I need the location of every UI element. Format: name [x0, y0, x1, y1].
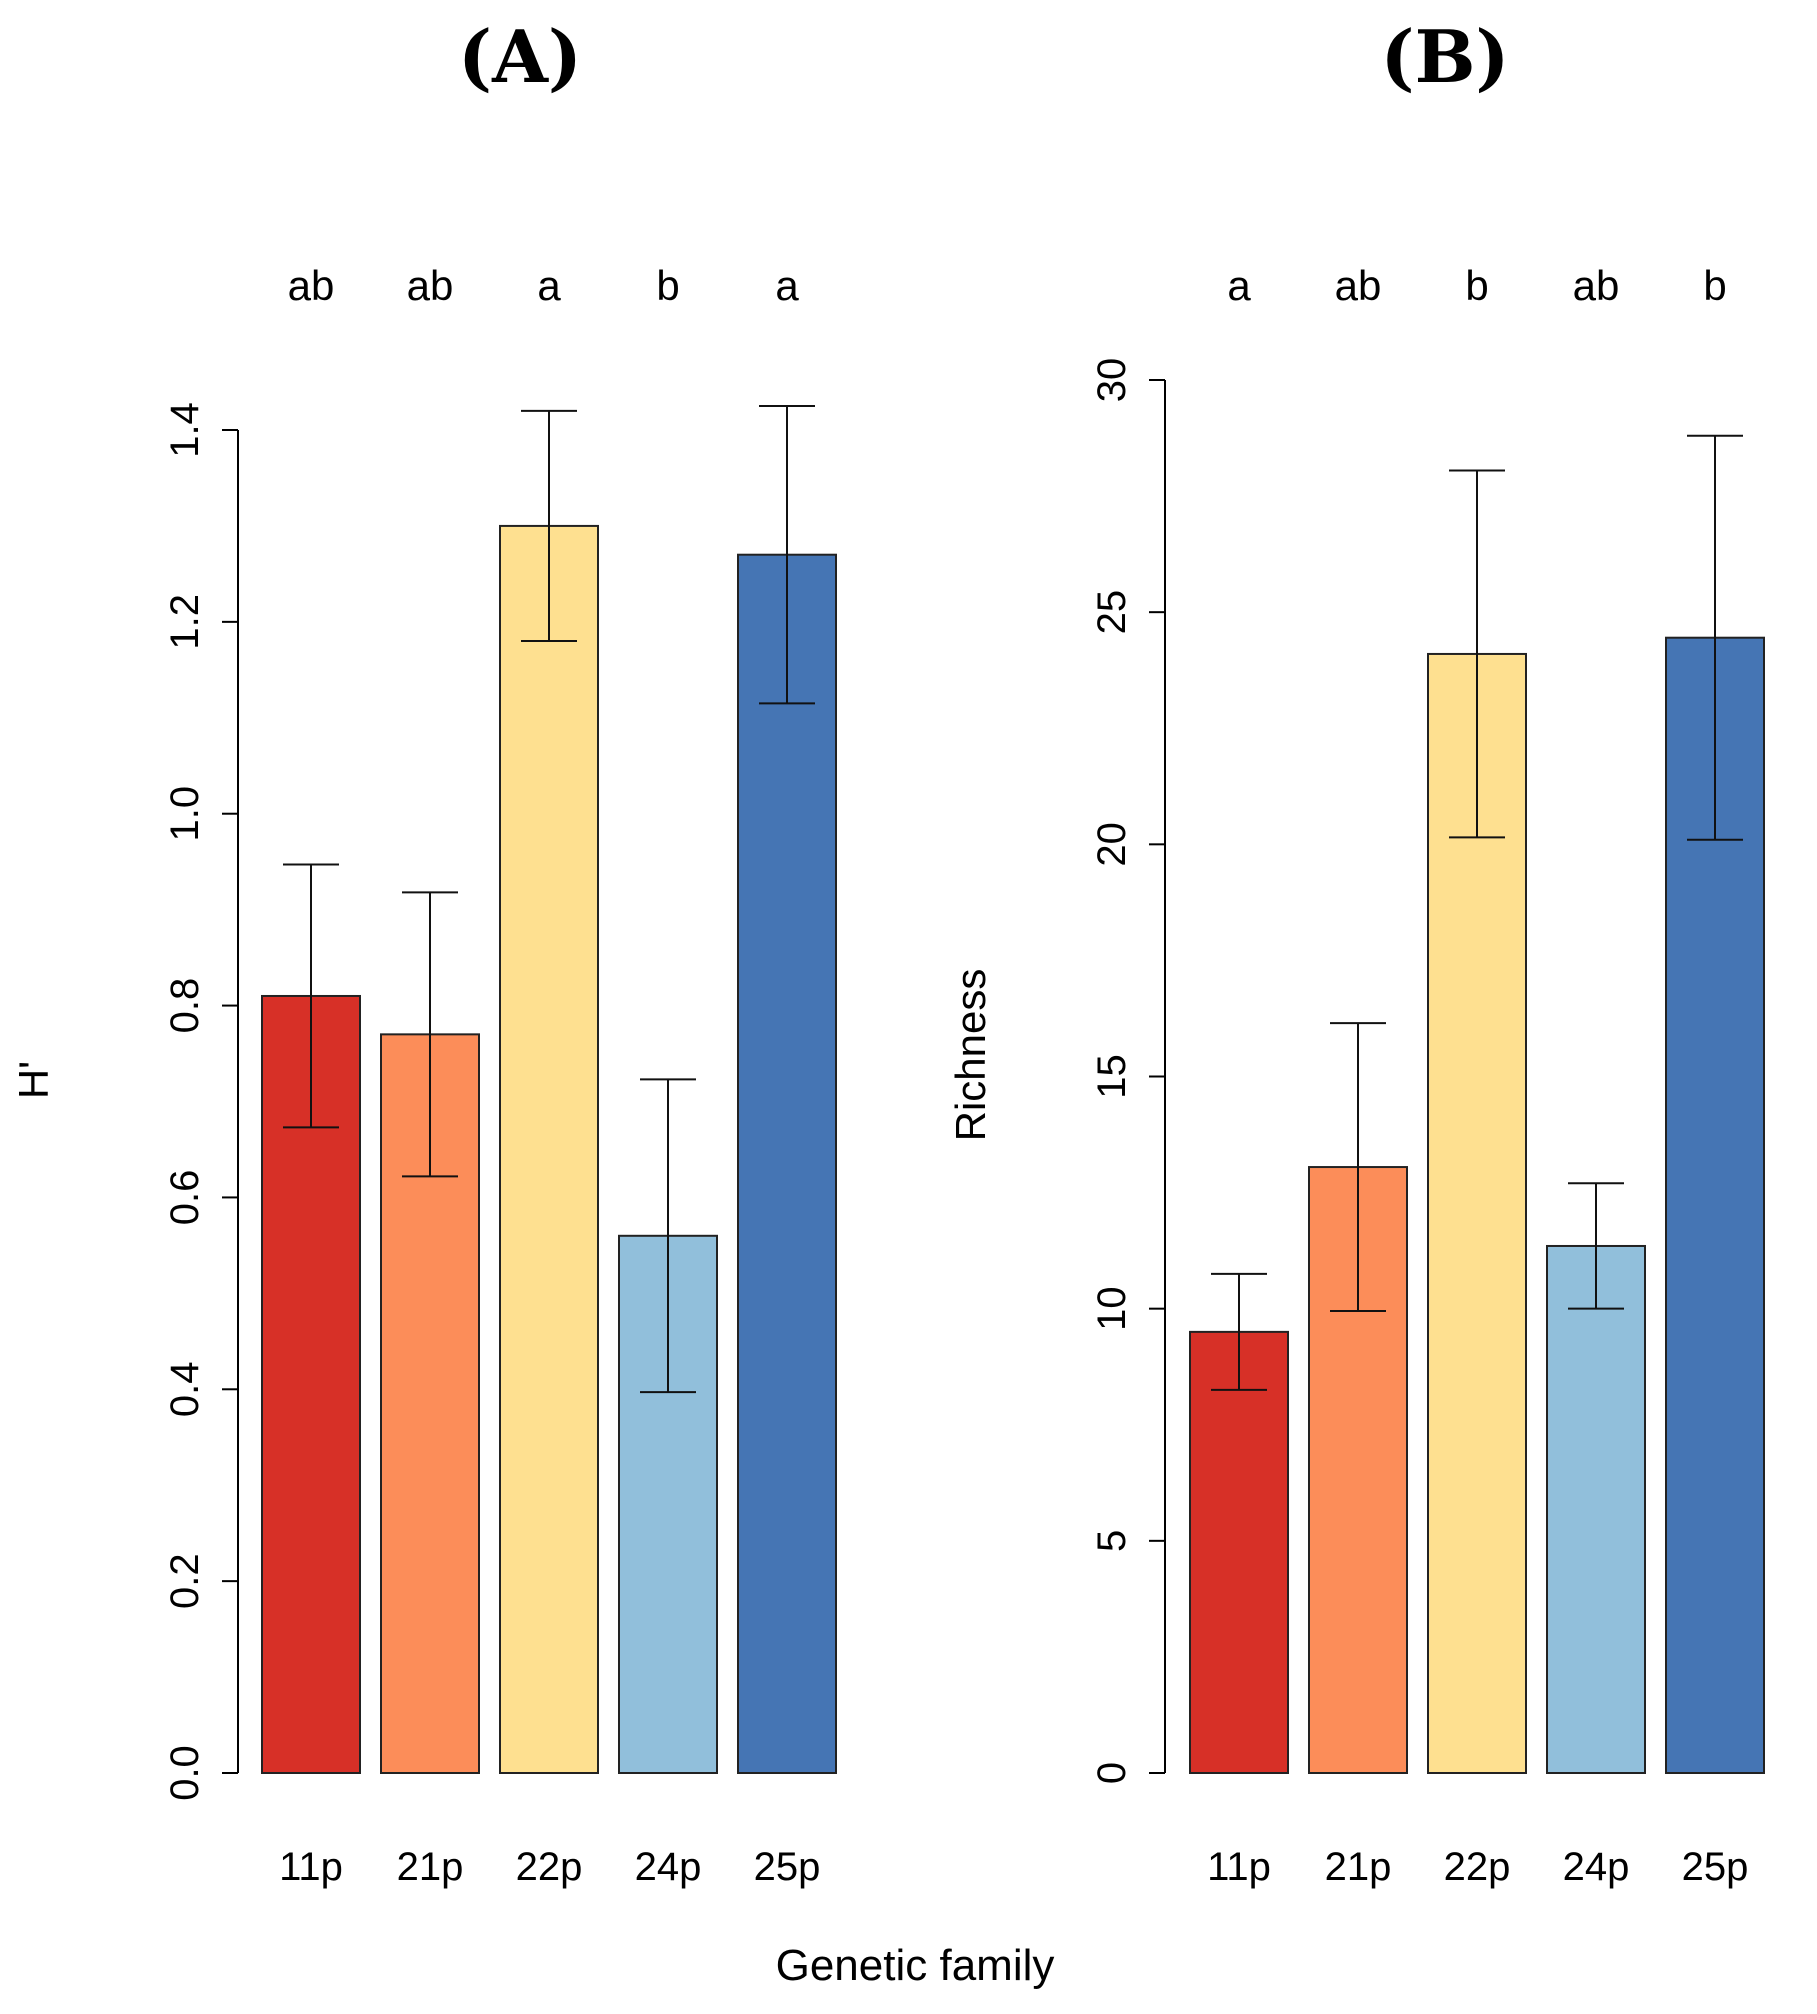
- x-category-label-25p: 25p: [754, 1845, 821, 1889]
- significance-letter-24p: b: [656, 262, 679, 309]
- y-tick-label: 0: [1090, 1762, 1134, 1784]
- significance-letter-21p: ab: [1335, 262, 1382, 309]
- bar-25p: [737, 553, 837, 1774]
- bar-11p: [1189, 1330, 1289, 1774]
- y-tick-label: 25: [1090, 590, 1134, 635]
- y-tick-label: 1.0: [163, 786, 207, 842]
- y-tick-label: 0.2: [163, 1553, 207, 1609]
- significance-letter-24p: ab: [1573, 262, 1620, 309]
- x-category-label-21p: 21p: [397, 1845, 464, 1889]
- x-axis-title: Genetic family: [776, 1941, 1055, 1990]
- y-tick-label: 0.4: [163, 1361, 207, 1417]
- significance-letter-21p: ab: [407, 262, 454, 309]
- x-category-label-11p: 11p: [279, 1845, 343, 1889]
- panel-a-label: (A): [458, 14, 582, 99]
- panel-a: (A)0.00.20.40.60.81.01.21.4H'ab11pab21pa…: [10, 14, 837, 1889]
- x-category-label-24p: 24p: [1563, 1845, 1630, 1889]
- panel-b: (B) 0 5 10 15 20 25 30 Richness a 11p ab 21p b 22p ab 24…: [947, 14, 1765, 1889]
- significance-letter-25p: b: [1703, 262, 1726, 309]
- bar-24p: [1546, 1244, 1646, 1774]
- y-tick-label: 1.4: [163, 402, 207, 458]
- y-tick-label: 20: [1090, 822, 1134, 867]
- x-category-label-24p: 24p: [635, 1845, 702, 1889]
- y-tick-label: 0.6: [163, 1170, 207, 1226]
- significance-letter-22p: a: [537, 262, 561, 309]
- bar-22p: [1427, 652, 1527, 1774]
- bar-22p: [499, 524, 599, 1774]
- panel-b-label: (B): [1381, 14, 1510, 99]
- x-category-label-22p: 22p: [516, 1845, 583, 1889]
- y-axis-title: Richness: [947, 969, 994, 1142]
- significance-letter-11p: ab: [288, 262, 335, 309]
- x-category-label-21p: 21p: [1325, 1845, 1392, 1889]
- y-tick-label: 15: [1090, 1054, 1134, 1099]
- significance-letter-11p: a: [1227, 262, 1251, 309]
- x-category-label-25p: 25p: [1682, 1845, 1749, 1889]
- x-category-label-11p: 11p: [1207, 1845, 1271, 1889]
- significance-letter-25p: a: [775, 262, 799, 309]
- y-tick-label: 0.8: [163, 978, 207, 1034]
- y-tick-label: 10: [1090, 1286, 1134, 1331]
- significance-letter-22p: b: [1465, 262, 1488, 309]
- y-tick-label: 0.0: [163, 1745, 207, 1801]
- y-tick-label: 1.2: [163, 594, 207, 650]
- y-axis-title: H': [10, 1061, 57, 1099]
- y-tick-label: 30: [1090, 358, 1134, 403]
- x-category-label-22p: 22p: [1444, 1845, 1511, 1889]
- y-tick-label: 5: [1090, 1530, 1134, 1552]
